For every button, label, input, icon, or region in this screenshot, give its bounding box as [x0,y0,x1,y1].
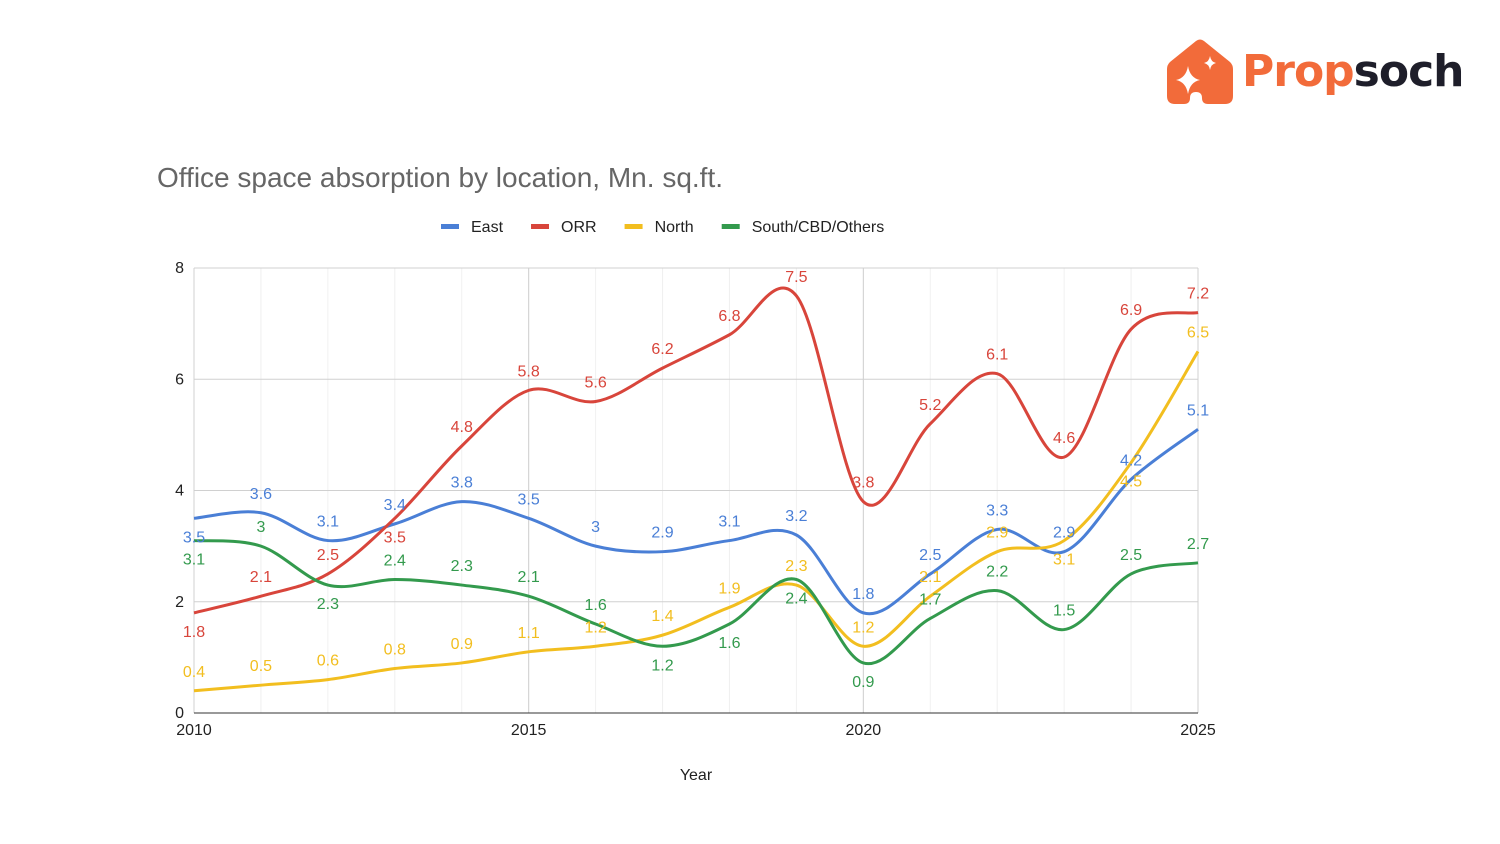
data-label: 0.8 [384,642,406,659]
data-label: 3.5 [183,529,205,546]
data-label: 2.3 [785,558,807,575]
data-label: 3.5 [384,529,406,546]
data-label: 3.1 [1053,552,1075,569]
data-label: 7.2 [1187,286,1209,303]
data-label: 3.1 [317,514,339,531]
logo-text-prop: Prop [1242,45,1355,97]
data-label: 2.4 [384,553,406,570]
data-label: 1.5 [1053,603,1075,620]
data-label: 1.1 [518,625,540,642]
chart-title: Office space absorption by location, Mn.… [157,162,724,193]
data-label: 1.7 [919,591,941,608]
data-label: 1.8 [183,624,205,641]
data-label: 6.8 [718,308,740,325]
data-label: 5.2 [919,397,941,414]
data-label: 2.1 [518,569,540,586]
series-line-south-cbd-others [193,539,1199,666]
data-label: 2.2 [986,564,1008,581]
legend-label: North [655,219,694,236]
data-label: 3.2 [785,508,807,525]
data-label: 2.3 [451,558,473,575]
data-label: 0.5 [250,658,272,675]
data-label: 1.2 [584,619,606,636]
data-label: 6.2 [651,341,673,358]
data-label: 2.5 [1120,547,1142,564]
series-line-north [193,350,1200,693]
x-axis-title: Year [680,767,713,784]
legend-swatch [721,224,740,229]
data-label: 1.6 [718,635,740,652]
data-label: 3 [591,519,600,536]
data-label: 3.1 [183,552,205,569]
logo-text-soch: soch [1353,45,1465,97]
x-tick-label: 2025 [1180,722,1216,739]
data-label: 1.2 [852,619,874,636]
series-line-east [193,428,1199,616]
data-label: 6.9 [1120,302,1142,319]
legend-swatch [531,224,550,229]
data-label: 0.9 [451,636,473,653]
data-label: 4.5 [1120,474,1142,491]
legend-label: East [471,219,504,236]
legend-swatch [441,224,459,229]
data-label: 3.8 [852,475,874,492]
data-label: 6.5 [1187,324,1209,341]
data-label: 6.1 [986,347,1008,364]
data-label: 2.1 [919,569,941,586]
data-label: 4.8 [451,419,473,436]
data-label: 5.8 [518,363,540,380]
data-label: 3.4 [384,497,406,514]
data-label: 5.1 [1187,402,1209,419]
data-label: 3.6 [250,486,272,503]
legend-swatch [624,224,643,229]
data-label: 2.1 [250,569,272,586]
data-label: 4.2 [1120,452,1142,469]
data-label: 2.9 [1053,525,1075,542]
data-label: 1.2 [651,657,673,674]
house-sparkle-icon [1167,39,1233,104]
data-label: 2.7 [1187,536,1209,553]
legend-label: South/CBD/Others [752,219,885,236]
x-tick-label: 2020 [846,722,882,739]
data-label: 4.6 [1053,430,1075,447]
x-tick-label: 2015 [511,722,547,739]
data-label: 1.6 [584,597,606,614]
data-label: 3 [256,519,265,536]
data-label: 3.8 [451,475,473,492]
data-label: 7.5 [785,269,807,286]
data-label: 2.5 [919,547,941,564]
y-tick-label: 8 [175,260,184,277]
y-tick-label: 0 [175,705,184,722]
legend-label: ORR [561,219,597,236]
data-label: 0.9 [852,674,874,691]
y-tick-label: 4 [175,483,184,500]
y-tick-label: 2 [175,594,184,611]
y-tick-label: 6 [175,371,184,388]
data-label: 0.6 [317,653,339,670]
data-label: 3.3 [986,502,1008,519]
x-tick-label: 2010 [176,722,212,739]
propsoch-logo: Propsoch [1166,38,1464,104]
data-label: 3.1 [718,514,740,531]
data-label: 5.6 [584,375,606,392]
data-label: 2.4 [785,591,807,608]
data-label: 0.4 [183,664,205,681]
data-label: 1.4 [651,608,673,625]
series-line-orr [193,286,1199,615]
data-label: 1.8 [852,586,874,603]
data-label: 2.9 [651,525,673,542]
data-label: 2.5 [317,547,339,564]
data-label: 1.9 [718,580,740,597]
data-label: 2.9 [986,525,1008,542]
data-label: 3.5 [518,491,540,508]
data-label: 2.3 [317,596,339,613]
